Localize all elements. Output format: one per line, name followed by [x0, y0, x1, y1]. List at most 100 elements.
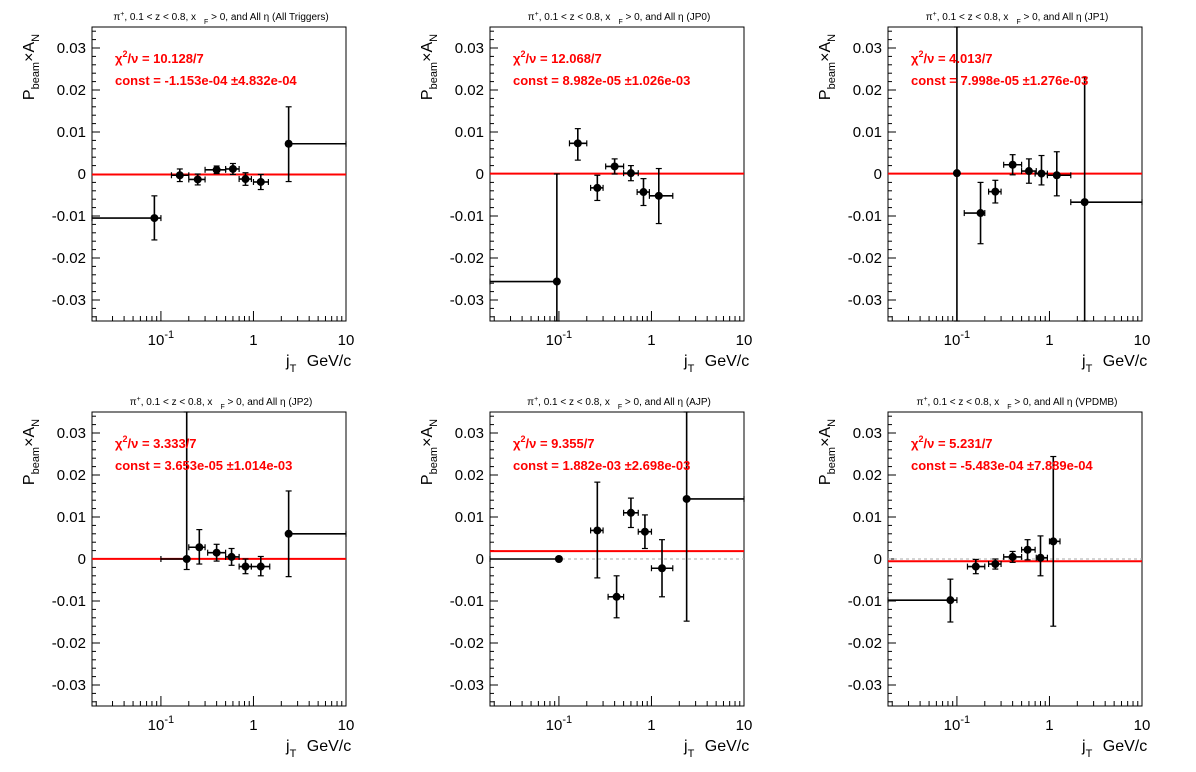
point-marker	[227, 552, 236, 561]
data-point	[1035, 535, 1048, 577]
chi2-label: χ2/ν = 3.333/7	[115, 434, 197, 451]
const-label: const = 1.882e-03 ±2.698e-03	[513, 458, 690, 473]
data-point	[250, 555, 271, 577]
point-marker	[991, 187, 1000, 196]
data-point	[284, 490, 347, 578]
data-point	[605, 158, 625, 175]
y-tick-label: 0.01	[57, 124, 86, 141]
chart-panel: 0.03 0.02 0.01 0 -0.01 -0.02 -0.03 10-1 1 10 π+, 0…	[419, 11, 752, 375]
point-marker	[1037, 169, 1046, 178]
data-point	[623, 165, 639, 182]
x-axis-label: jT GeV/c	[285, 738, 351, 760]
chi2-label: χ2/ν = 12.068/7	[513, 49, 602, 66]
y-tick-label: 0.03	[853, 425, 882, 442]
point-marker	[241, 175, 250, 184]
chart-panel: 0.03 0.02 0.01 0 -0.01 -0.02 -0.03 10-1 1 10 π+, 0…	[817, 11, 1150, 375]
y-tick-label: 0	[78, 166, 86, 183]
point-marker	[256, 562, 265, 571]
y-tick-label: -0.03	[52, 677, 86, 694]
x-axis-label: jT GeV/c	[1081, 738, 1147, 760]
chart-panel: 0.03 0.02 0.01 0 -0.01 -0.02 -0.03 10-1 1 10 π+, 0…	[817, 396, 1150, 760]
y-tick-label: 0	[78, 551, 86, 568]
point-marker	[212, 548, 221, 557]
point-marker	[212, 165, 221, 174]
data-point	[238, 558, 252, 575]
x-tick-label: 1	[249, 717, 257, 734]
data-point	[284, 106, 347, 183]
y-axis-label: Pbeam×AN	[21, 419, 42, 485]
y-tick-label: 0	[476, 166, 484, 183]
point-marker	[150, 214, 159, 223]
y-tick-label: 0.02	[455, 82, 484, 99]
y-tick-label: -0.02	[52, 250, 86, 267]
data-point	[225, 547, 240, 566]
data-point	[637, 514, 653, 550]
point-marker	[284, 529, 293, 538]
data-point	[1003, 550, 1023, 563]
x-tick-label: 10	[338, 332, 355, 349]
x-tick-label: 10-1	[944, 714, 970, 734]
point-marker	[241, 562, 250, 571]
data-point	[590, 174, 604, 202]
point-marker	[612, 592, 621, 601]
data-point	[636, 178, 650, 207]
x-tick-label: 1	[249, 332, 257, 349]
x-axis-label: jT GeV/c	[683, 738, 749, 760]
y-tick-label: -0.03	[450, 677, 484, 694]
y-axis-label: Pbeam×AN	[817, 34, 838, 100]
data-point	[204, 165, 227, 175]
y-tick-label: 0.02	[57, 82, 86, 99]
data-point	[1034, 154, 1048, 186]
y-tick-label: 0.03	[57, 425, 86, 442]
y-axis-label: Pbeam×AN	[817, 419, 838, 485]
y-tick-label: 0	[476, 551, 484, 568]
x-tick-label: 1	[647, 332, 655, 349]
point-marker	[1008, 160, 1017, 169]
y-tick-label: 0.02	[455, 467, 484, 484]
point-marker	[552, 277, 561, 286]
y-tick-label: 0.03	[853, 40, 882, 57]
y-tick-label: -0.03	[848, 677, 882, 694]
data-point	[623, 497, 639, 529]
data-point	[650, 539, 674, 598]
data-point	[238, 172, 252, 186]
x-tick-label: 1	[1045, 332, 1053, 349]
data-point	[252, 173, 269, 191]
data-point	[966, 558, 986, 575]
y-axis-label: Pbeam×AN	[419, 419, 440, 485]
data-point	[489, 555, 563, 563]
chi2-label: χ2/ν = 10.128/7	[115, 49, 204, 66]
y-tick-label: 0	[874, 166, 882, 183]
point-marker	[195, 543, 204, 552]
x-axis-label: jT GeV/c	[285, 353, 351, 375]
point-marker	[228, 164, 237, 173]
data-point	[91, 195, 162, 241]
data-point	[568, 128, 588, 161]
point-marker	[658, 564, 667, 573]
chi2-label: χ2/ν = 4.013/7	[911, 49, 993, 66]
y-tick-label: -0.03	[848, 292, 882, 309]
data-point	[160, 411, 191, 571]
point-marker	[971, 562, 980, 571]
y-tick-label: -0.02	[450, 250, 484, 267]
y-tick-label: 0.03	[455, 40, 484, 57]
point-marker	[554, 555, 563, 563]
const-label: const = 3.653e-05 ±1.014e-03	[115, 458, 292, 473]
point-marker	[1008, 552, 1017, 561]
point-marker	[175, 171, 184, 180]
chart-panel: 0.03 0.02 0.01 0 -0.01 -0.02 -0.03 10-1 1 10 π+, 0…	[21, 11, 354, 375]
point-marker	[639, 188, 648, 197]
y-tick-label: 0	[874, 551, 882, 568]
chart-panel: 0.03 0.02 0.01 0 -0.01 -0.02 -0.03 10-1 1 10 π+, 0…	[21, 396, 354, 760]
point-marker	[256, 177, 265, 186]
point-marker	[626, 169, 635, 178]
y-tick-label: -0.03	[52, 292, 86, 309]
point-marker	[182, 555, 191, 563]
y-tick-label: -0.01	[450, 208, 484, 225]
point-marker	[682, 494, 691, 503]
const-label: const = 7.998e-05 ±1.276e-03	[911, 73, 1088, 88]
x-tick-label: 1	[647, 717, 655, 734]
